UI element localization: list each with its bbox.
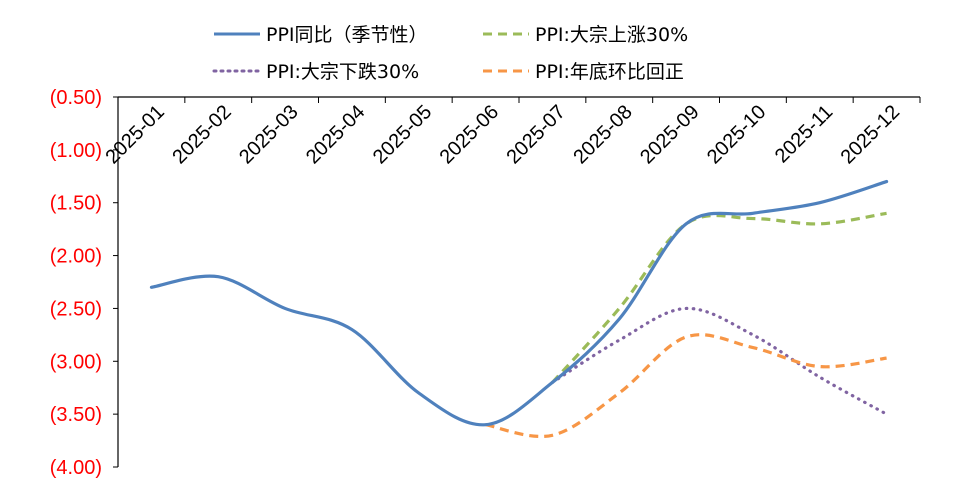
legend-item-series-1: PPI:大宗上涨30% [483, 24, 688, 46]
legend-item-series-0: PPI同比（季节性） [214, 24, 428, 46]
y-tick-label: (0.50) [50, 87, 102, 109]
legend-label-series-2: PPI:大宗下跌30% [266, 61, 419, 83]
y-tick-label: (4.00) [50, 457, 102, 479]
legend: PPI同比（季节性） PPI:大宗上涨30% PPI:大宗下跌30% PPI:年… [212, 24, 688, 83]
legend-item-series-3: PPI:年底环比回正 [483, 61, 684, 83]
legend-label-series-0: PPI同比（季节性） [266, 24, 428, 46]
legend-item-series-2: PPI:大宗下跌30% [212, 61, 419, 83]
series-line-3 [485, 333, 887, 438]
series-line-1 [551, 211, 887, 384]
y-tick-label: (1.00) [50, 140, 102, 162]
legend-label-series-1: PPI:大宗上涨30% [535, 24, 688, 46]
legend-label-series-3: PPI:年底环比回正 [535, 61, 684, 83]
y-tick-label: (2.00) [50, 246, 102, 268]
series-layer [149, 179, 889, 438]
y-tick-label: (3.00) [50, 351, 102, 373]
series-line-2 [550, 306, 889, 416]
y-tick-label: (2.50) [50, 298, 102, 320]
y-tick-label: (1.50) [50, 193, 102, 215]
series-line-0 [149, 179, 889, 427]
y-tick-label: (3.50) [50, 404, 102, 426]
